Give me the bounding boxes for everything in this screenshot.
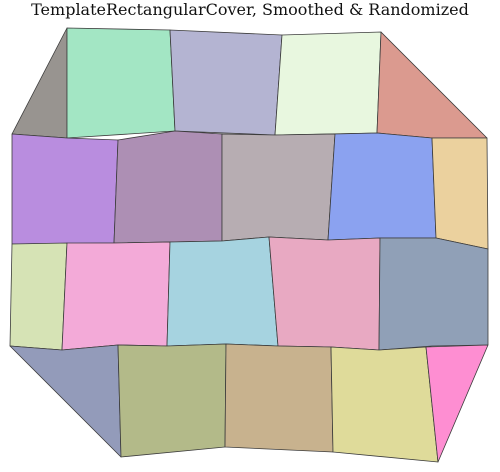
tile-r1c1 <box>66 27 176 139</box>
tile-r2c1 <box>113 130 223 244</box>
tile-r1c2 <box>169 29 283 136</box>
tile-r4c2 <box>224 343 334 453</box>
tile-r2c2 <box>221 133 336 242</box>
tile-r4c1 <box>117 343 227 458</box>
tile-r1c4 <box>376 31 488 139</box>
tile-r1c3 <box>274 31 382 136</box>
tile-r4c4 <box>425 344 489 463</box>
tile-r4c3 <box>330 346 439 463</box>
tile-r2c4 <box>431 137 489 250</box>
tile-r1c0 <box>11 27 68 139</box>
tile-r2c0 <box>11 133 119 245</box>
diagram-title: TemplateRectangularCover, Smoothed & Ran… <box>31 0 469 19</box>
tile-r2c3 <box>327 132 437 241</box>
tile-r3c3 <box>268 236 381 351</box>
tile-r3c1 <box>61 241 171 351</box>
tile-r4c0 <box>9 344 122 458</box>
tile-r3c2 <box>166 236 279 347</box>
tile-r3c0 <box>9 242 68 351</box>
tile-r3c4 <box>378 237 489 351</box>
